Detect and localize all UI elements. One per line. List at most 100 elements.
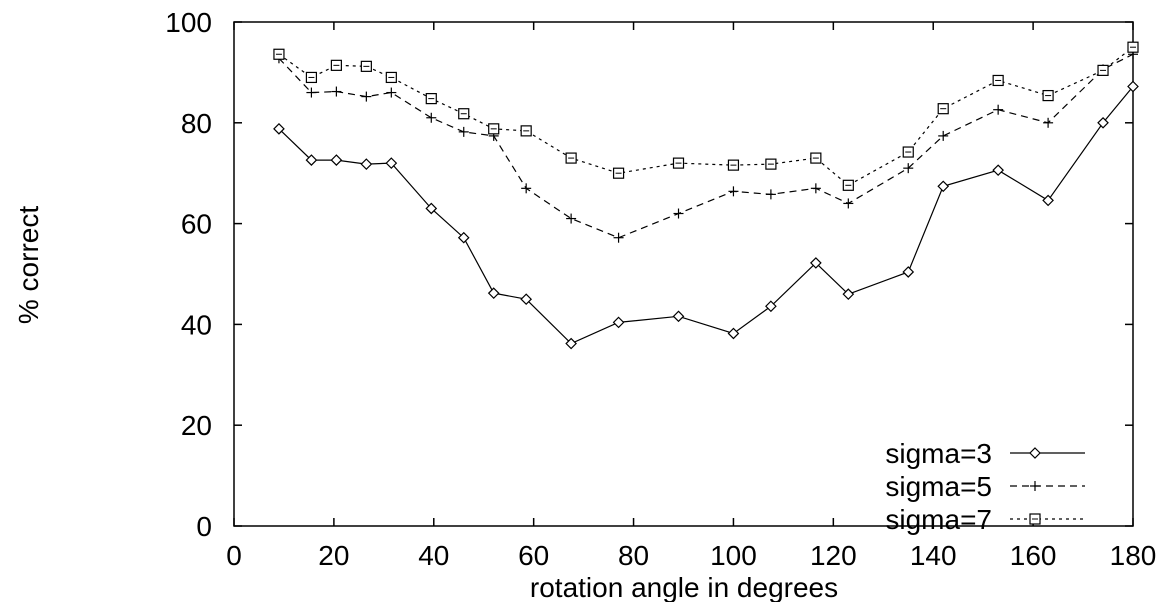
x-tick-label: 80 xyxy=(618,540,649,571)
data-point-square xyxy=(520,125,532,137)
data-point-plus xyxy=(765,189,776,200)
x-tick-label: 20 xyxy=(318,540,349,571)
data-point-plus xyxy=(361,91,372,102)
data-point-square xyxy=(937,103,949,115)
data-point-diamond xyxy=(1042,194,1054,207)
data-point-plus xyxy=(728,186,739,197)
data-point-diamond xyxy=(1127,80,1139,93)
data-point-plus xyxy=(613,232,624,243)
data-point-square xyxy=(1097,64,1109,76)
y-tick-label: 0 xyxy=(196,511,212,542)
data-point-square xyxy=(902,146,914,158)
legend-item-3: sigma=7 xyxy=(885,504,1085,535)
legend-label: sigma=5 xyxy=(885,471,992,502)
y-tick-label: 100 xyxy=(165,7,212,38)
data-point-diamond xyxy=(1097,116,1109,129)
series-1 xyxy=(273,80,1139,350)
data-point-plus xyxy=(1030,481,1040,491)
x-tick-label: 60 xyxy=(518,540,549,571)
data-point-square xyxy=(612,167,625,179)
data-point-diamond xyxy=(727,327,740,340)
legend-item-2: sigma=5 xyxy=(885,471,1085,502)
data-point-square xyxy=(765,158,777,170)
y-tick-label: 20 xyxy=(181,410,212,441)
y-axis-title: % correct xyxy=(13,206,44,324)
series-line xyxy=(278,53,1134,239)
x-tick-label: 40 xyxy=(418,540,449,571)
data-point-diamond xyxy=(765,300,777,313)
y-tick-label: 80 xyxy=(181,108,212,139)
x-tick-label: 0 xyxy=(226,540,242,571)
data-point-square xyxy=(672,157,685,169)
data-point-plus xyxy=(993,104,1004,115)
data-point-plus xyxy=(903,163,914,174)
data-point-plus xyxy=(426,112,437,123)
data-point-diamond xyxy=(330,154,343,166)
axes xyxy=(233,21,1134,527)
y-tick-label: 40 xyxy=(181,309,212,340)
x-tick-label: 160 xyxy=(1010,540,1057,571)
x-tick-label: 180 xyxy=(1110,540,1157,571)
data-point-diamond xyxy=(385,157,398,169)
data-point-square xyxy=(842,179,854,191)
data-point-square xyxy=(992,74,1004,87)
x-axis-ticks: 0 20 40 60 80 100 120 140 160 180 xyxy=(226,22,1156,571)
series-3 xyxy=(273,41,1139,191)
data-point-plus xyxy=(1043,117,1054,128)
data-point-diamond xyxy=(612,316,625,329)
data-point-diamond xyxy=(810,257,822,269)
data-point-plus xyxy=(306,87,317,98)
data-point-square xyxy=(1127,41,1139,53)
data-point-square xyxy=(458,108,470,120)
data-point-square xyxy=(810,152,822,164)
data-point-diamond xyxy=(672,310,685,323)
x-tick-label: 140 xyxy=(910,540,957,571)
data-point-plus xyxy=(521,183,532,194)
data-point-square xyxy=(360,60,372,72)
data-point-diamond xyxy=(457,231,470,244)
series-line xyxy=(278,86,1134,345)
series-lines xyxy=(273,41,1139,350)
data-point-square xyxy=(1042,89,1054,102)
data-point-diamond xyxy=(487,287,500,300)
data-point-diamond xyxy=(425,202,438,215)
data-point-diamond xyxy=(937,180,950,193)
legend-label: sigma=3 xyxy=(885,438,992,469)
data-point-plus xyxy=(843,198,854,209)
data-point-diamond xyxy=(902,266,915,278)
data-point-plus xyxy=(673,208,684,219)
data-point-square xyxy=(425,93,437,105)
data-point-plus xyxy=(938,130,949,141)
data-point-diamond xyxy=(360,158,373,170)
data-point-plus xyxy=(566,213,577,224)
legend-item-1: sigma=3 xyxy=(885,438,1085,469)
data-point-diamond xyxy=(565,337,577,350)
data-point-square xyxy=(488,123,500,135)
data-point-plus xyxy=(331,86,342,97)
y-axis-ticks: 0 20 40 60 80 100 xyxy=(165,7,1133,542)
data-point-diamond xyxy=(273,122,285,135)
data-point-plus xyxy=(458,126,469,137)
data-point-square xyxy=(1029,513,1041,525)
data-point-diamond xyxy=(842,288,855,301)
x-tick-label: 120 xyxy=(810,540,857,571)
data-point-square xyxy=(330,59,342,71)
series-line xyxy=(278,46,1134,187)
series-2 xyxy=(273,49,1138,243)
data-point-square xyxy=(727,159,740,171)
data-point-square xyxy=(565,152,577,164)
y-tick-label: 60 xyxy=(181,209,212,240)
data-point-square xyxy=(385,71,397,84)
plot-frame xyxy=(233,21,1134,527)
data-point-square xyxy=(273,48,285,60)
legend-label: sigma=7 xyxy=(885,504,992,535)
x-tick-label: 100 xyxy=(710,540,757,571)
data-point-diamond xyxy=(520,293,533,306)
data-point-plus xyxy=(810,183,821,194)
data-point-plus xyxy=(386,87,397,98)
data-point-square xyxy=(305,71,318,84)
x-axis-title: rotation angle in degrees xyxy=(530,572,838,602)
data-point-diamond xyxy=(1029,447,1041,459)
